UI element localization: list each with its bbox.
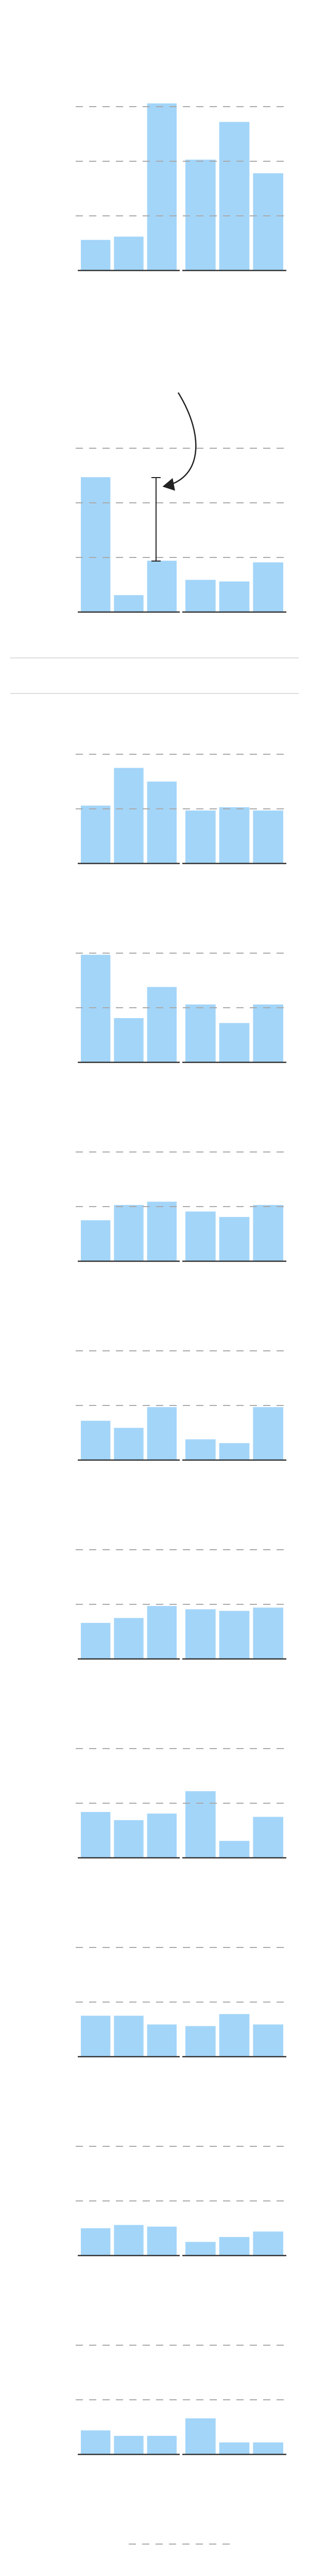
bar <box>219 1841 250 1858</box>
bar <box>81 2015 111 2057</box>
bar <box>253 810 283 863</box>
bar <box>147 1814 177 1858</box>
bar <box>185 810 216 863</box>
bar <box>114 768 144 863</box>
bar <box>253 562 283 612</box>
bar <box>185 2418 216 2454</box>
bar <box>147 782 177 863</box>
bar <box>219 807 250 863</box>
bar <box>114 1820 144 1858</box>
bar <box>219 581 250 612</box>
bar <box>114 2435 144 2454</box>
bar <box>253 2024 283 2057</box>
bar <box>147 2024 177 2057</box>
bar <box>81 1220 111 1261</box>
bar <box>253 1817 283 1858</box>
bar <box>253 1205 283 1261</box>
bar <box>81 1623 111 1659</box>
bar <box>185 1791 216 1858</box>
bar <box>219 1023 250 1062</box>
bar <box>185 1439 216 1460</box>
bar <box>185 1211 216 1261</box>
bar <box>185 2026 216 2057</box>
bar <box>253 1607 283 1659</box>
bar <box>147 561 177 612</box>
bar <box>185 2242 216 2256</box>
bar <box>185 159 216 270</box>
bar <box>147 103 177 270</box>
annotation-arrow <box>162 392 197 491</box>
bar <box>253 173 283 270</box>
bar <box>253 2231 283 2256</box>
bar <box>185 1609 216 1659</box>
bar <box>81 2228 111 2256</box>
bar <box>147 1407 177 1460</box>
bar <box>147 2226 177 2256</box>
bar <box>253 2442 283 2454</box>
bar <box>147 2435 177 2454</box>
bar <box>114 1205 144 1261</box>
bar <box>219 1443 250 1460</box>
bar <box>114 1618 144 1659</box>
bar <box>81 805 111 863</box>
bar <box>81 477 111 612</box>
bar <box>147 1606 177 1659</box>
bar <box>114 1018 144 1062</box>
bar <box>81 1420 111 1460</box>
bar <box>81 955 111 1062</box>
bar <box>114 2015 144 2057</box>
bar <box>185 580 216 612</box>
bar <box>219 1611 250 1659</box>
bar <box>219 1217 250 1261</box>
bar <box>219 2442 250 2454</box>
bar <box>81 240 111 270</box>
bar <box>219 2014 250 2057</box>
bar <box>253 1407 283 1460</box>
bar <box>219 2236 250 2256</box>
bar <box>114 595 144 612</box>
bar <box>114 236 144 270</box>
bar <box>219 122 250 270</box>
bar <box>81 2430 111 2454</box>
bar <box>253 1004 283 1062</box>
bar <box>114 2225 144 2256</box>
bar <box>114 1428 144 1460</box>
bar <box>147 1201 177 1261</box>
bar <box>185 1004 216 1062</box>
bar <box>81 1811 111 1858</box>
bar <box>147 987 177 1062</box>
